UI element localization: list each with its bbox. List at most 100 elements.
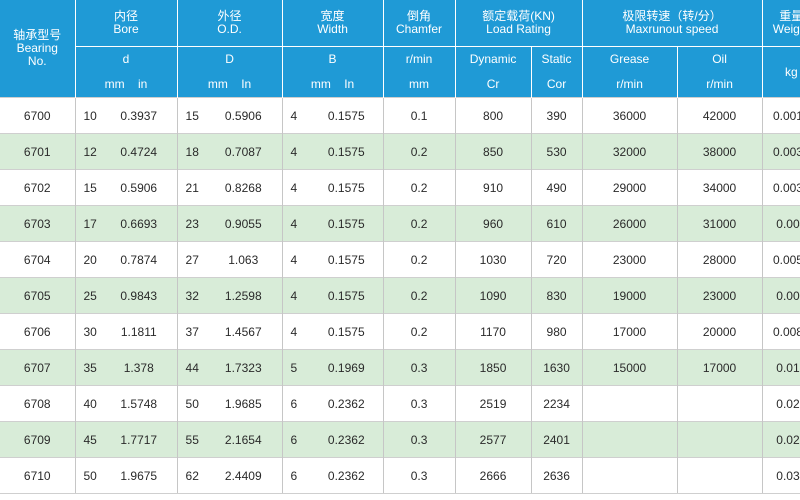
cell-bore-mm: 25 [74, 277, 101, 314]
cell-width-in: 0.1575 [310, 133, 384, 170]
cell-od-in: 2.4409 [205, 457, 283, 494]
table-row: 6702 15 0.5906 21 0.8268 4 0.1575 0.2 91… [0, 169, 800, 206]
cell-dynamic: 850 [454, 133, 532, 170]
cell-od-in: 0.5906 [205, 97, 283, 134]
table-row: 6707 35 1.378 44 1.7323 5 0.1969 0.3 185… [0, 349, 800, 386]
cell-bore-in: 0.9843 [101, 277, 178, 314]
cell-width-mm: 5 [281, 349, 311, 386]
cell-bore-mm: 17 [74, 205, 101, 242]
cell-bore-mm: 35 [74, 349, 101, 386]
table-row: 6700 10 0.3937 15 0.5906 4 0.1575 0.1 80… [0, 97, 800, 134]
cell-width-mm: 6 [281, 421, 311, 458]
cell-dynamic: 960 [454, 205, 532, 242]
cell-oil [676, 421, 763, 458]
cell-width-in: 0.1575 [310, 277, 384, 314]
cell-od-in: 1.063 [205, 241, 283, 278]
cell-od-mm: 44 [176, 349, 206, 386]
cell-bearing-no: 6702 [0, 169, 75, 206]
cell-bearing-no: 6705 [0, 277, 75, 314]
cell-bore-in: 1.1811 [101, 313, 178, 350]
cell-oil [676, 385, 763, 422]
header-oil: Oil [676, 46, 763, 71]
cell-width-in: 0.1969 [310, 349, 384, 386]
cell-bearing-no: 6701 [0, 133, 75, 170]
header-bore: 内径 Bore [74, 0, 178, 47]
cell-oil: 20000 [676, 313, 763, 350]
cell-od-mm: 55 [176, 421, 206, 458]
cell-chamfer: 0.2 [382, 205, 456, 242]
header-load-rating: 额定载荷(KN) Load Rating [454, 0, 583, 47]
cell-grease: 17000 [581, 313, 678, 350]
cell-bore-in: 1.7717 [101, 421, 178, 458]
cell-static: 2234 [530, 385, 583, 422]
header-bore-symbol: d [74, 46, 178, 71]
cell-bore-mm: 50 [74, 457, 101, 494]
cell-dynamic: 1170 [454, 313, 532, 350]
cell-static: 490 [530, 169, 583, 206]
header-oil-unit: r/min [676, 71, 763, 98]
cell-width-in: 0.2362 [310, 385, 384, 422]
cell-width-mm: 4 [281, 313, 311, 350]
header-dynamic: Dynamic [454, 46, 532, 71]
cell-weight: 0.0059 [761, 241, 800, 278]
cell-chamfer: 0.3 [382, 457, 456, 494]
cell-bore-in: 0.3937 [101, 97, 178, 134]
table-header: 轴承型号 Bearing No. 内径 Bore 外径 O.D. 宽度 Widt… [0, 0, 800, 98]
table-body: 6700 10 0.3937 15 0.5906 4 0.1575 0.1 80… [0, 97, 800, 494]
cell-od-in: 1.2598 [205, 277, 283, 314]
cell-width-in: 0.1575 [310, 313, 384, 350]
header-cr: Cr [454, 71, 532, 98]
cell-oil: 17000 [676, 349, 763, 386]
cell-width-mm: 4 [281, 133, 311, 170]
cell-width-mm: 6 [281, 457, 311, 494]
cell-bore-mm: 20 [74, 241, 101, 278]
cell-oil: 34000 [676, 169, 763, 206]
cell-width-in: 0.2362 [310, 421, 384, 458]
cell-weight: 0.0083 [761, 313, 800, 350]
cell-od-mm: 32 [176, 277, 206, 314]
cell-width-in: 0.1575 [310, 205, 384, 242]
header-chamfer: 倒角 Chamfer [382, 0, 456, 47]
header-speed: 极限转速（转/分） Maxrunout speed [581, 0, 763, 47]
cell-dynamic: 1030 [454, 241, 532, 278]
cell-width-mm: 4 [281, 97, 311, 134]
header-od-units: mm In [176, 71, 283, 98]
cell-weight: 0.015 [761, 349, 800, 386]
cell-grease: 32000 [581, 133, 678, 170]
cell-static: 720 [530, 241, 583, 278]
cell-oil: 38000 [676, 133, 763, 170]
cell-dynamic: 910 [454, 169, 532, 206]
cell-width-in: 0.1575 [310, 97, 384, 134]
table-row: 6708 40 1.5748 50 1.9685 6 0.2362 0.3 25… [0, 385, 800, 422]
cell-dynamic: 2666 [454, 457, 532, 494]
cell-chamfer: 0.2 [382, 313, 456, 350]
table-row: 6704 20 0.7874 27 1.063 4 0.1575 0.2 103… [0, 241, 800, 278]
cell-width-mm: 4 [281, 277, 311, 314]
cell-bearing-no: 6708 [0, 385, 75, 422]
cell-bore-mm: 10 [74, 97, 101, 134]
cell-grease: 23000 [581, 241, 678, 278]
cell-width-in: 0.1575 [310, 169, 384, 206]
cell-dynamic: 2519 [454, 385, 532, 422]
header-cor: Cor [530, 71, 583, 98]
cell-chamfer: 0.3 [382, 385, 456, 422]
cell-static: 2401 [530, 421, 583, 458]
cell-od-mm: 21 [176, 169, 206, 206]
cell-bore-mm: 45 [74, 421, 101, 458]
cell-dynamic: 2577 [454, 421, 532, 458]
cell-grease: 36000 [581, 97, 678, 134]
cell-static: 530 [530, 133, 583, 170]
header-weight-unit: kg [761, 46, 800, 98]
cell-weight: 0.004 [761, 205, 800, 242]
header-width-symbol: B [281, 46, 384, 71]
cell-bore-mm: 30 [74, 313, 101, 350]
cell-chamfer: 0.3 [382, 421, 456, 458]
cell-grease [581, 457, 678, 494]
cell-chamfer: 0.3 [382, 349, 456, 386]
cell-static: 830 [530, 277, 583, 314]
cell-oil [676, 457, 763, 494]
cell-bore-in: 1.378 [101, 349, 178, 386]
table-row: 6710 50 1.9675 62 2.4409 6 0.2362 0.3 26… [0, 457, 800, 494]
table-row: 6709 45 1.7717 55 2.1654 6 0.2362 0.3 25… [0, 421, 800, 458]
